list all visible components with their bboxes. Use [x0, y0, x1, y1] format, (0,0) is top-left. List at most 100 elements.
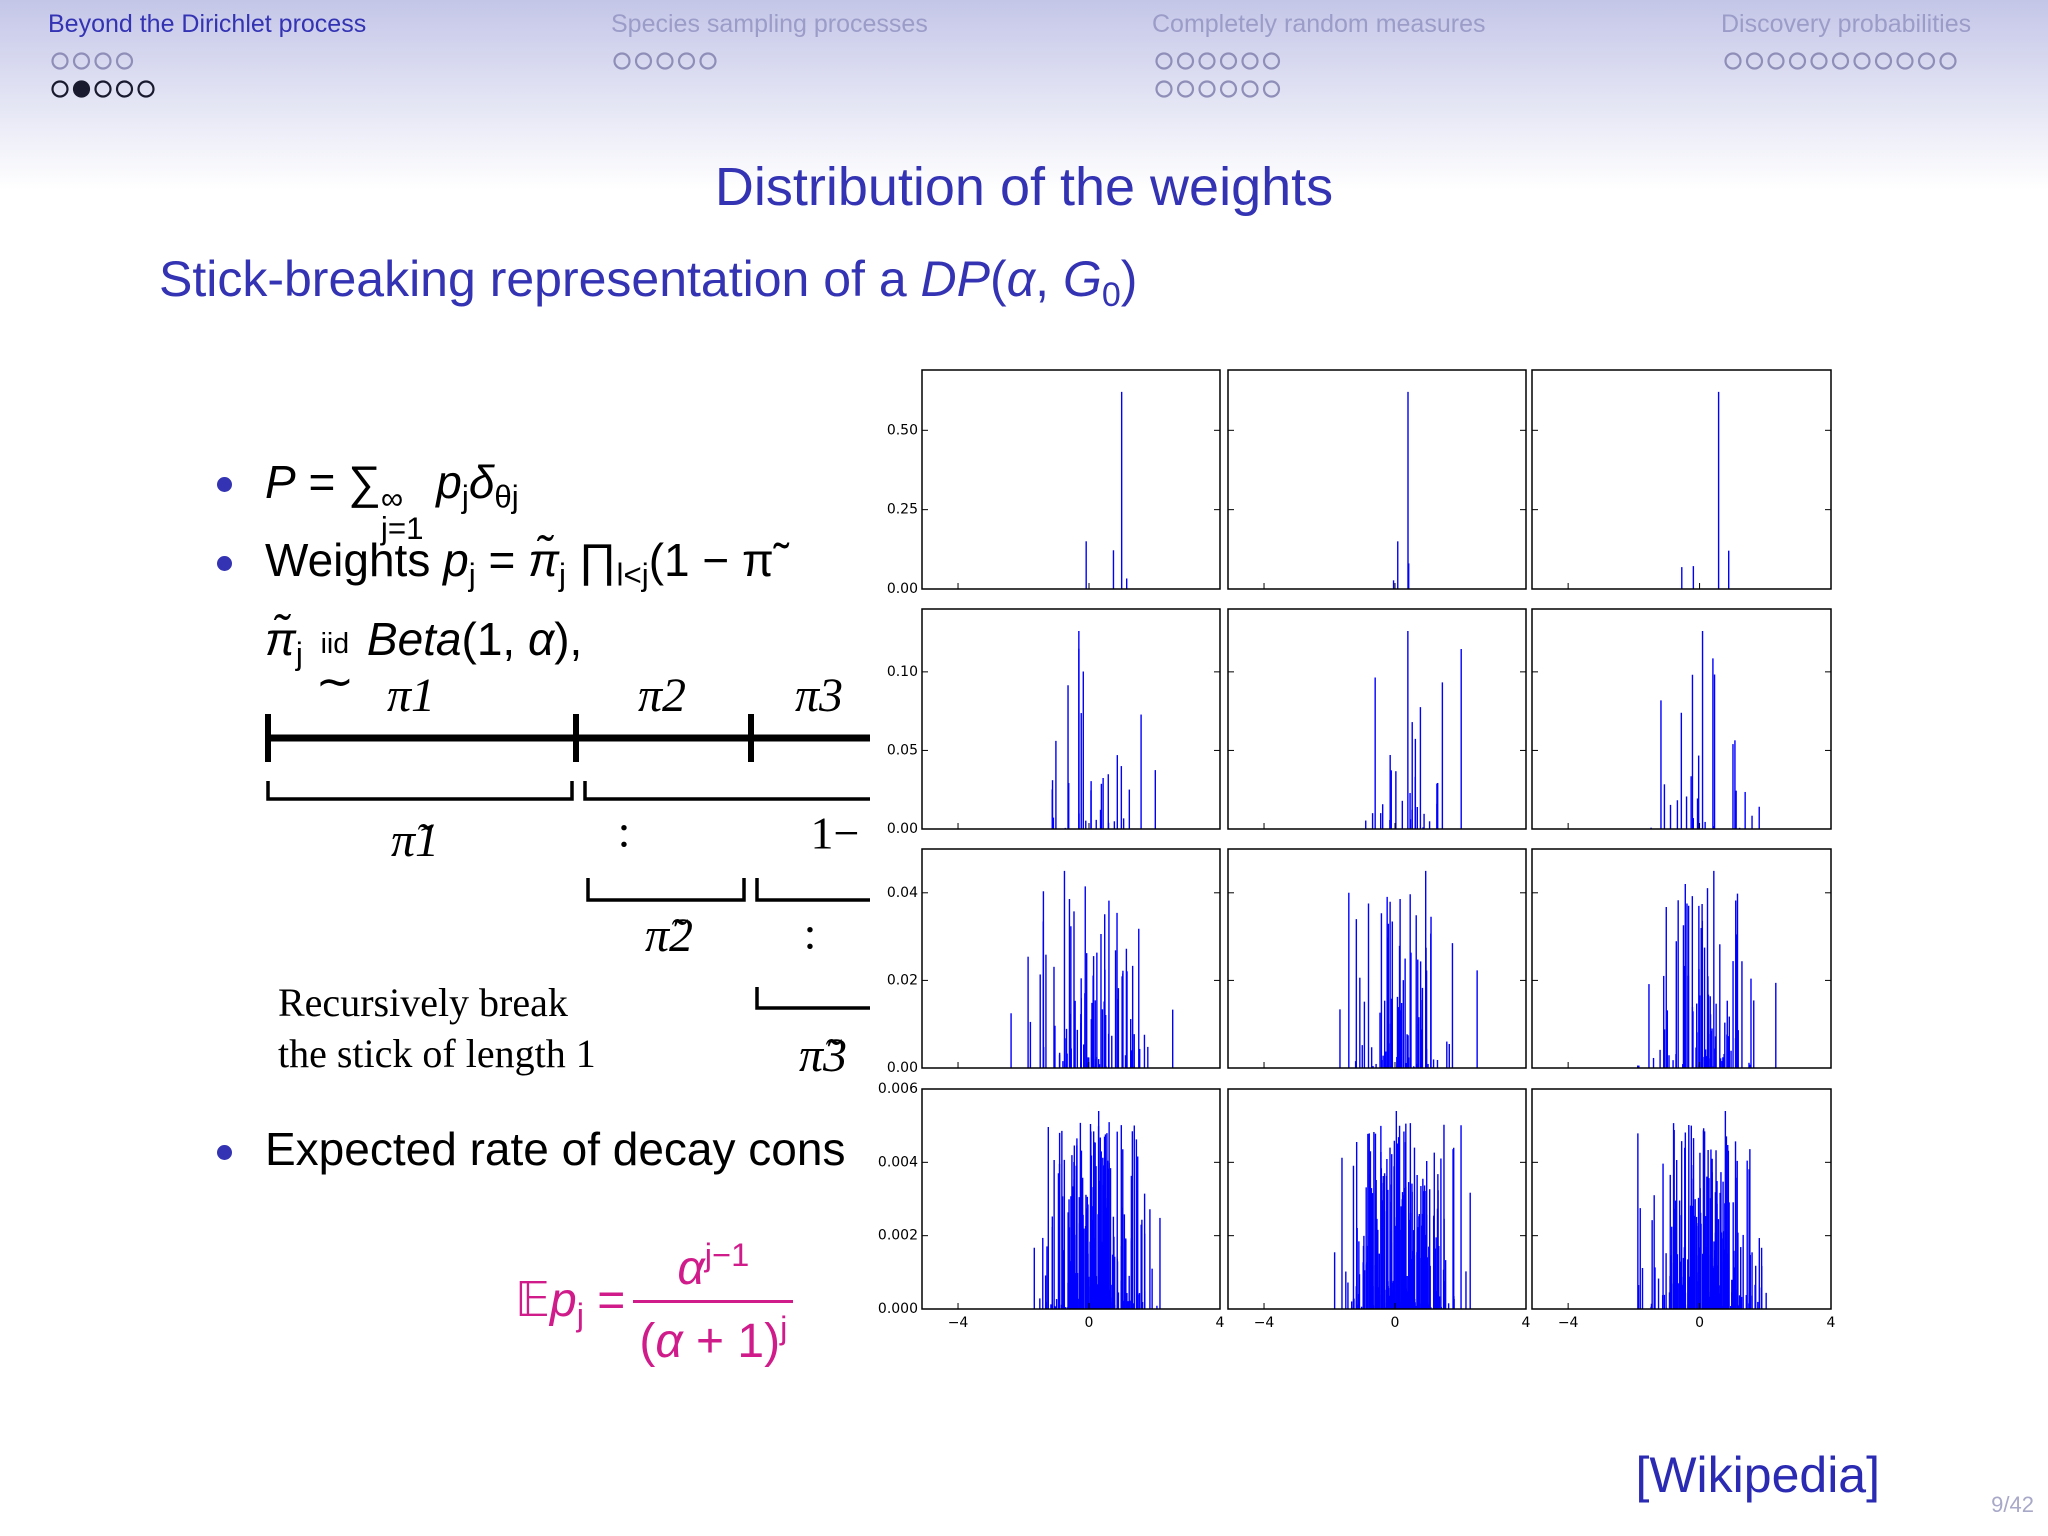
x-tick-label: 0: [1391, 1315, 1400, 1331]
y-tick-label: 0.000: [878, 1301, 918, 1317]
nav-dot[interactable]: [1874, 52, 1893, 70]
nav-dot[interactable]: [94, 52, 112, 70]
panel-frame: [1227, 848, 1527, 1069]
nav-dot[interactable]: [51, 52, 69, 70]
nav-dot[interactable]: [1724, 52, 1742, 70]
nav-dot[interactable]: [1155, 80, 1173, 98]
math-text: l<j: [616, 557, 649, 593]
caption: the stick of length 1: [278, 1031, 596, 1076]
bracket: [266, 781, 574, 801]
math-text: ∏: [565, 534, 617, 586]
nav-dot[interactable]: [1219, 52, 1238, 70]
nav-dot[interactable]: [94, 80, 112, 98]
nav-dot[interactable]: [699, 52, 717, 70]
nav-dot[interactable]: [115, 80, 134, 98]
nav-dot[interactable]: [115, 52, 134, 70]
slide-subtitle: Stick-breaking representation of a DP(α,…: [159, 250, 1137, 315]
bullet: P = ∑ ∞ j=1 pjδθj: [265, 455, 519, 546]
nav-dot[interactable]: [1241, 52, 1259, 70]
bullet: Weights pj = π̃j ∏l<j(1 − π̃: [265, 533, 774, 593]
nav-dot[interactable]: [613, 52, 631, 70]
citation-link[interactable]: [Wikipedia]: [1635, 1447, 1880, 1503]
nav-dot[interactable]: [72, 52, 91, 70]
nav-dot[interactable]: [1896, 52, 1914, 70]
label-pi: π2: [638, 669, 686, 722]
nav-dot[interactable]: [1917, 52, 1936, 70]
math-text: δ: [468, 456, 495, 508]
nav-dot[interactable]: [1241, 80, 1259, 98]
nav-dot[interactable]: [1219, 80, 1238, 98]
spikes: [1681, 391, 1730, 589]
nav-dot[interactable]: [656, 52, 674, 70]
bracket: [755, 987, 875, 1010]
x-tick-label: 4: [1216, 1315, 1225, 1331]
math-text: α: [677, 1241, 705, 1295]
y-tick-label: 0.004: [878, 1154, 918, 1170]
panel-frame: [1531, 848, 1832, 1069]
y-tick-label: 0.05: [887, 742, 918, 758]
nav-dot[interactable]: [1262, 80, 1281, 98]
nav-dot[interactable]: [1176, 80, 1195, 98]
math-text: =: [583, 1273, 626, 1327]
label-one-minus: 1−: [811, 808, 860, 859]
nav-dot[interactable]: [1198, 52, 1216, 70]
math-sup: ∞: [380, 480, 404, 516]
bullet-dot: [217, 1145, 232, 1160]
nav-dot[interactable]: [137, 80, 155, 98]
nav-dot[interactable]: [1767, 52, 1785, 70]
math-text: Stick-breaking representation of a: [159, 251, 921, 307]
math-text: [354, 613, 367, 665]
math-text: (: [990, 251, 1007, 307]
math-text: =: [475, 534, 529, 586]
nav-dot[interactable]: [1262, 52, 1281, 70]
math-text: G: [1062, 251, 1102, 307]
nav-section[interactable]: Discovery probabilities: [1721, 10, 1972, 38]
label-pi-tilde: π̃2: [645, 909, 693, 962]
math-text: (1 − π̃: [648, 534, 774, 586]
nav-dot[interactable]: [72, 80, 91, 98]
nav-section[interactable]: Species sampling processes: [611, 10, 928, 38]
math-text: j: [558, 557, 566, 593]
math-text: α: [1006, 251, 1036, 307]
y-tick-label: 0.02: [887, 972, 918, 988]
nav-section[interactable]: Completely random measures: [1152, 10, 1486, 38]
bracket: [755, 878, 875, 902]
math-text: j: [461, 479, 469, 515]
nav-dot[interactable]: [1831, 52, 1850, 70]
spikes: [1333, 1111, 1471, 1309]
y-tick-label: 0.002: [878, 1228, 918, 1244]
nav-dot[interactable]: [51, 80, 69, 98]
nav-dot[interactable]: [1176, 52, 1195, 70]
y-tick-label: 0.006: [878, 1081, 918, 1097]
formula: 𝔼pj = αj−1 (α + 1)j: [515, 1236, 794, 1369]
nav-dot[interactable]: [1198, 80, 1216, 98]
y-tick-label: 0.50: [887, 422, 918, 438]
math-text: Expected rate of decay cons: [265, 1123, 846, 1175]
panel-frame: [1227, 608, 1527, 830]
math-text: θj: [494, 479, 519, 515]
math-sub: j=1: [380, 510, 424, 546]
math-base: ∼: [315, 654, 355, 707]
nav-dot[interactable]: [1853, 52, 1871, 70]
label-pi-tilde: π̃1: [391, 814, 439, 867]
nav-section[interactable]: Beyond the Dirichlet process: [48, 10, 367, 38]
nav-dot[interactable]: [1788, 52, 1807, 70]
math-text: ),: [554, 613, 583, 665]
bullet-line: π̃j iid ∼ Beta(1, α),: [265, 612, 583, 707]
nav-dot[interactable]: [677, 52, 696, 70]
math-text: DP: [920, 251, 990, 307]
math-text: + 1): [682, 1314, 781, 1368]
nav-dot[interactable]: [1810, 52, 1828, 70]
math-limits: ∞ j=1: [380, 480, 424, 546]
nav-dot[interactable]: [1155, 52, 1173, 70]
math-text: p: [423, 456, 462, 508]
nav-dot[interactable]: [634, 52, 653, 70]
nav-dot[interactable]: [1745, 52, 1764, 70]
label-pi: π3: [795, 669, 843, 722]
spikes: [1650, 631, 1760, 829]
panel-frame: [1531, 1088, 1832, 1310]
nav-dot[interactable]: [1939, 52, 1957, 70]
y-tick-label: 0.00: [887, 1060, 918, 1076]
page-number: 9/42: [1991, 1492, 2034, 1517]
denominator: (α + 1)j: [633, 1299, 794, 1369]
